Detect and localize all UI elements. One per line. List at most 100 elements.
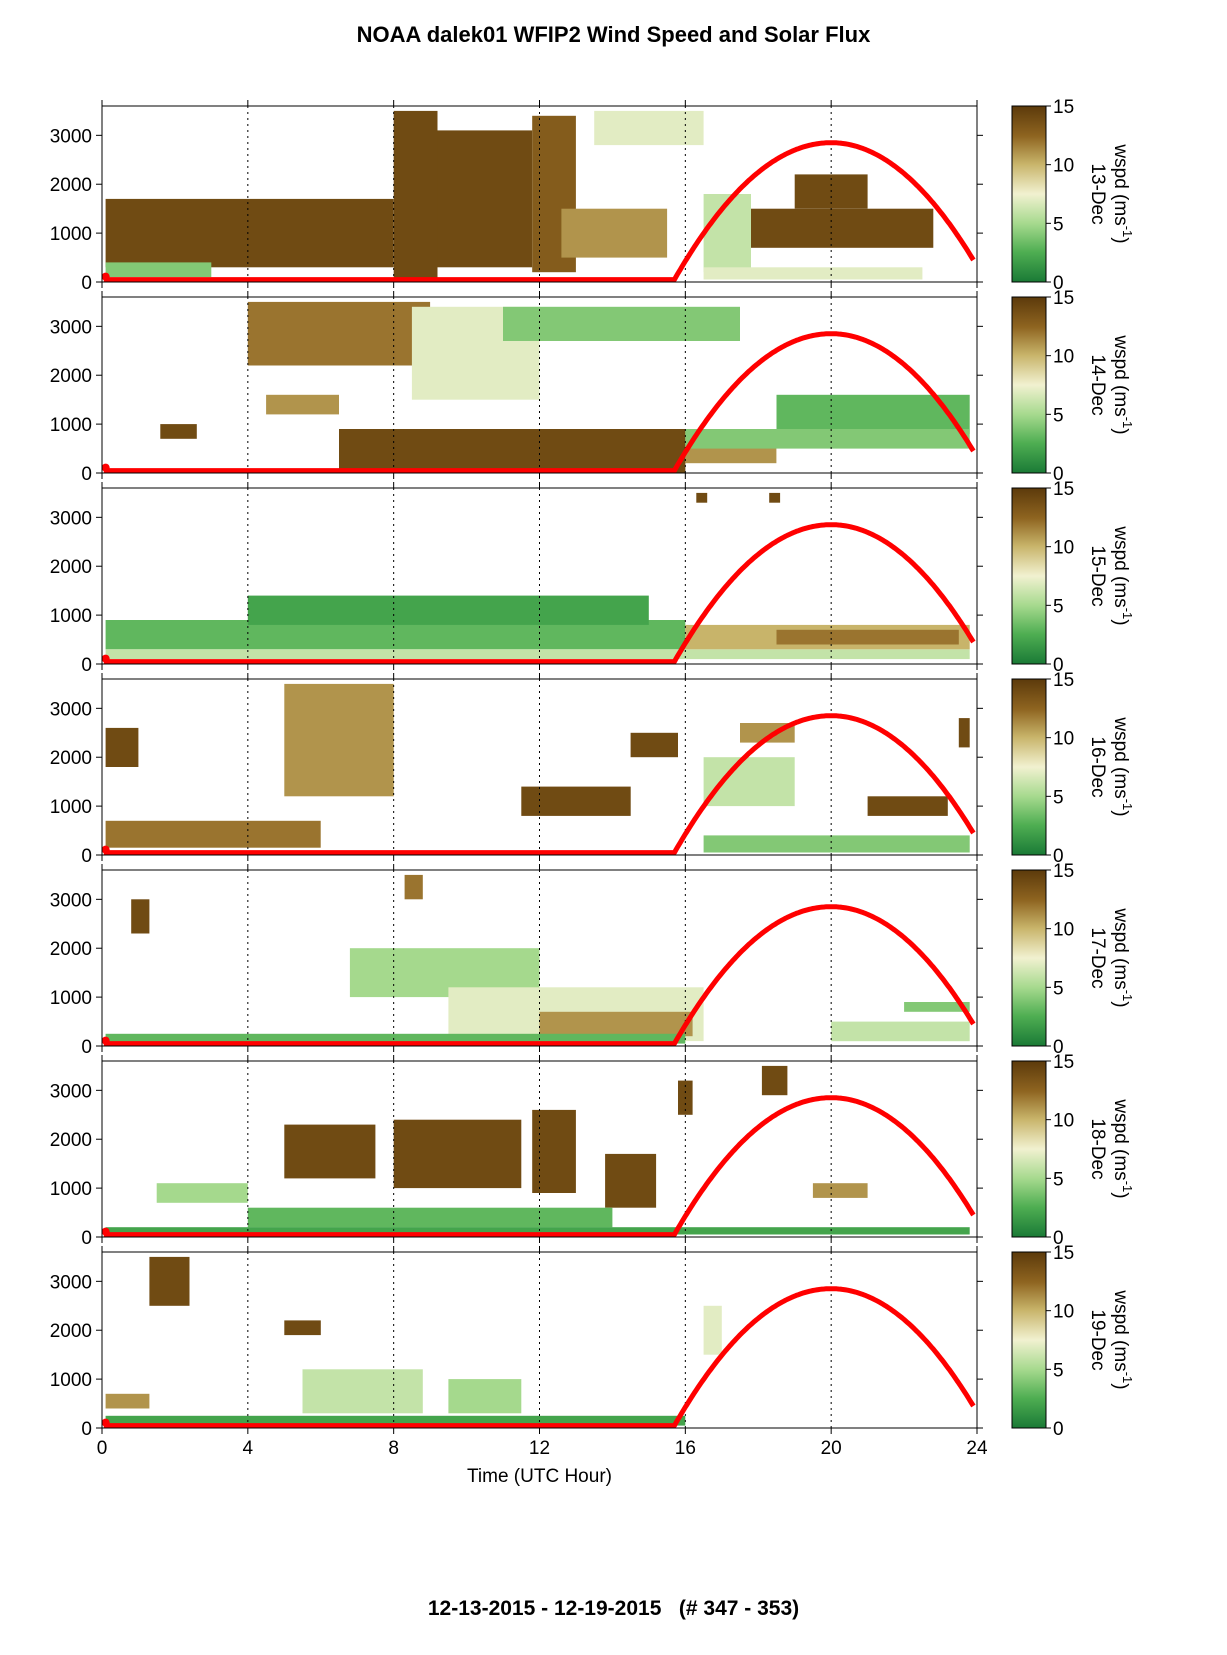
- colorbar-label-text: wspd (ms: [1110, 716, 1131, 798]
- panel-day-label: 13-Dec: [1087, 163, 1108, 224]
- wind-region: [105, 262, 212, 278]
- wind-region: [703, 757, 795, 807]
- colorbar-tick-label: 10: [1053, 1111, 1074, 1132]
- colorbar-label-text: wspd (ms: [1110, 1098, 1131, 1180]
- wind-region: [437, 130, 533, 268]
- panel-day-label: 18-Dec: [1087, 1118, 1108, 1179]
- wind-region: [284, 1124, 376, 1179]
- colorbar-label-close: ): [1110, 1383, 1131, 1389]
- wind-region: [503, 306, 740, 341]
- y-tick-label: 0: [81, 655, 92, 676]
- wind-region: [105, 198, 394, 268]
- wind-region: [247, 595, 649, 625]
- x-axis-label: Time (UTC Hour): [467, 1466, 612, 1487]
- y-tick-label: 0: [81, 846, 92, 867]
- wind-region: [696, 492, 708, 503]
- colorbar-label: wspd (ms-1): [1110, 716, 1135, 816]
- colorbar-tick-label: 15: [1053, 97, 1074, 118]
- chart-title: NOAA dalek01 WFIP2 Wind Speed and Solar …: [356, 22, 871, 47]
- colorbar-label-sup: -1: [1120, 1181, 1135, 1193]
- y-tick-label: 2000: [50, 939, 92, 960]
- colorbar-gradient: [1011, 678, 1047, 856]
- wind-region: [247, 301, 431, 366]
- solar-flux-marker: [101, 845, 110, 854]
- wind-region: [703, 1305, 722, 1355]
- x-tick-label: 24: [966, 1438, 988, 1459]
- y-tick-label: 0: [81, 273, 92, 294]
- y-tick-label: 3000: [50, 1272, 92, 1293]
- colorbar-tick-label: 0: [1053, 1419, 1064, 1440]
- wind-region: [404, 874, 423, 900]
- colorbar-tick-label: 0: [1053, 846, 1064, 867]
- colorbar-tick-label: 10: [1053, 729, 1074, 750]
- colorbar-label-close: ): [1110, 619, 1131, 625]
- wind-region: [904, 1002, 970, 1012]
- colorbar-tick-label: 5: [1053, 214, 1064, 235]
- solar-flux-curve: [103, 713, 976, 856]
- wind-region: [247, 1207, 613, 1228]
- wind-region: [339, 429, 686, 473]
- colorbar-gradient: [1011, 869, 1047, 1047]
- colorbar-tick-label: 5: [1053, 787, 1064, 808]
- y-tick-label: 1000: [50, 606, 92, 627]
- wind-region: [703, 267, 923, 280]
- colorbar-label: wspd (ms-1): [1110, 1289, 1135, 1389]
- wind-region: [958, 718, 970, 748]
- wind-region: [561, 208, 668, 258]
- colorbar-label: wspd (ms-1): [1110, 907, 1135, 1007]
- solar-flux-curve: [103, 331, 976, 474]
- wind-region: [284, 1320, 321, 1336]
- colorbar-tick-label: 5: [1053, 1360, 1064, 1381]
- colorbar-tick-label: 15: [1053, 1052, 1074, 1073]
- colorbar-label-sup: -1: [1120, 417, 1135, 429]
- y-tick-label: 1000: [50, 1370, 92, 1391]
- panel-day-label: 16-Dec: [1087, 736, 1108, 797]
- wind-region: [160, 424, 197, 439]
- solar-flux-marker: [101, 654, 110, 663]
- colorbar-label-text: wspd (ms: [1110, 525, 1131, 607]
- wind-region: [751, 208, 934, 248]
- wind-region: [776, 629, 959, 645]
- colorbar-tick-label: 0: [1053, 1037, 1064, 1058]
- wind-region: [761, 1065, 788, 1096]
- y-tick-label: 0: [81, 1419, 92, 1440]
- solar-flux-marker: [101, 1227, 110, 1236]
- colorbar-tick-label: 5: [1053, 405, 1064, 426]
- date-range-footer: 12-13-2015 - 12-19-2015 (# 347 - 353): [427, 1597, 800, 1620]
- y-tick-label: 3000: [50, 699, 92, 720]
- solar-flux-curve: [103, 140, 976, 283]
- colorbar-label: wspd (ms-1): [1110, 143, 1135, 243]
- panel-frame: [101, 1251, 978, 1429]
- colorbar-label: wspd (ms-1): [1110, 334, 1135, 434]
- colorbar-label-sup: -1: [1120, 799, 1135, 811]
- wind-region: [393, 1119, 522, 1189]
- wind-region: [105, 1415, 686, 1426]
- solar-flux-marker: [101, 1036, 110, 1045]
- y-tick-label: 3000: [50, 890, 92, 911]
- wind-region: [105, 1227, 970, 1235]
- y-tick-label: 0: [81, 1037, 92, 1058]
- y-tick-label: 0: [81, 1228, 92, 1249]
- x-tick-label: 8: [388, 1438, 399, 1459]
- y-tick-label: 2000: [50, 748, 92, 769]
- y-tick-label: 2000: [50, 366, 92, 387]
- y-tick-label: 1000: [50, 224, 92, 245]
- colorbar-tick-label: 10: [1053, 347, 1074, 368]
- y-tick-label: 3000: [50, 317, 92, 338]
- colorbar-label-sup: -1: [1120, 608, 1135, 620]
- colorbar-tick-label: 0: [1053, 273, 1064, 294]
- colorbar-gradient: [1011, 105, 1047, 283]
- colorbar-tick-label: 5: [1053, 978, 1064, 999]
- colorbar-gradient: [1011, 487, 1047, 665]
- solar-flux-curve: [103, 1286, 976, 1429]
- wind-region: [105, 727, 139, 767]
- colorbar-tick-label: 15: [1053, 861, 1074, 882]
- colorbar-label-close: ): [1110, 1001, 1131, 1007]
